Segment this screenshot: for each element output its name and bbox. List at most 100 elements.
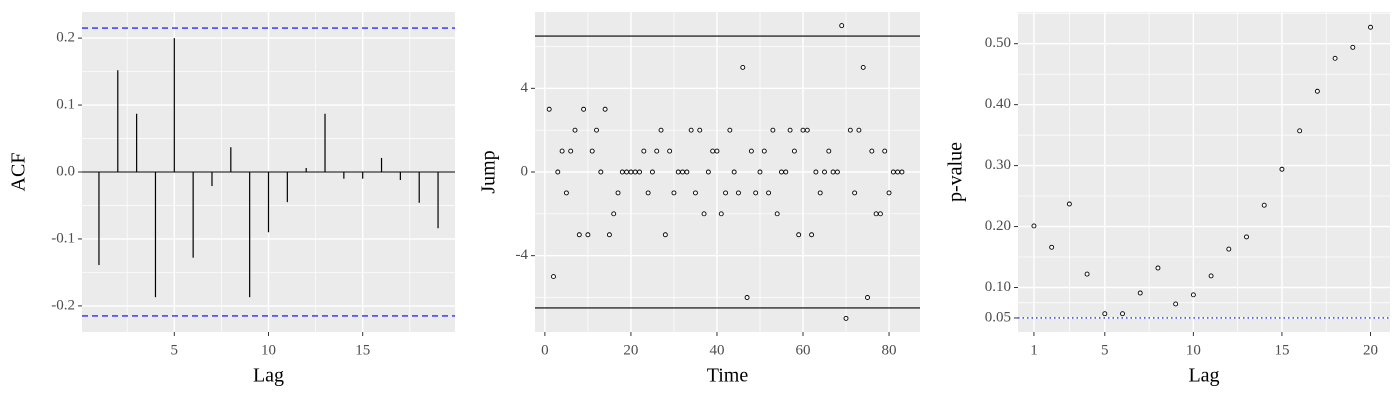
- point: [637, 169, 642, 175]
- point: [572, 127, 578, 133]
- x-tick-label: 20: [623, 342, 638, 358]
- point: [899, 169, 905, 175]
- point: [1049, 244, 1055, 250]
- point: [839, 23, 845, 29]
- point: [847, 127, 853, 133]
- y-tick-label: 0.20: [985, 218, 1011, 234]
- point: [1332, 55, 1338, 61]
- point: [675, 169, 681, 175]
- point: [667, 148, 673, 154]
- y-tick-label: 0.30: [985, 157, 1011, 173]
- x-tick-label: 10: [261, 342, 276, 358]
- x-tick-label: 15: [1274, 342, 1289, 358]
- y-tick-label: 0.0: [56, 163, 75, 179]
- point: [619, 169, 625, 175]
- point: [761, 148, 767, 154]
- point: [895, 169, 901, 175]
- point: [796, 232, 802, 238]
- point: [684, 169, 690, 175]
- point: [800, 127, 806, 133]
- point: [1031, 223, 1037, 229]
- y-tick-label: -4: [516, 247, 529, 263]
- point: [585, 232, 591, 238]
- point: [624, 169, 630, 175]
- x-tick-label: 20: [1363, 342, 1378, 358]
- point: [1350, 44, 1356, 50]
- point: [1173, 301, 1179, 307]
- point: [766, 190, 772, 196]
- point: [602, 106, 608, 112]
- point: [615, 190, 621, 196]
- point: [736, 190, 741, 196]
- point: [809, 232, 815, 238]
- point: [714, 148, 720, 154]
- point: [757, 169, 763, 175]
- point: [671, 190, 677, 196]
- point: [852, 190, 858, 196]
- point: [869, 148, 875, 154]
- y-axis-title: ACF: [8, 153, 30, 192]
- point: [697, 127, 703, 133]
- point: [693, 190, 698, 196]
- point: [688, 127, 694, 133]
- point: [705, 169, 711, 175]
- y-tick-label: -0.2: [51, 297, 75, 313]
- point: [1084, 271, 1090, 277]
- point: [1244, 234, 1249, 240]
- point: [744, 295, 750, 300]
- point: [740, 64, 746, 70]
- point: [563, 190, 569, 196]
- point: [654, 148, 660, 154]
- point: [1102, 311, 1108, 317]
- point: [568, 148, 574, 154]
- point: [645, 190, 651, 196]
- point: [770, 127, 776, 133]
- x-axis-title: Time: [707, 365, 749, 387]
- y-tick-label: 0.2: [56, 30, 75, 46]
- y-tick-label: 0: [521, 163, 529, 179]
- point: [843, 315, 849, 321]
- x-tick-label: 1: [1030, 342, 1038, 358]
- y-tick-label: 0.1: [56, 96, 75, 112]
- point: [804, 127, 810, 133]
- x-tick-label: 0: [541, 342, 549, 358]
- point: [860, 64, 866, 70]
- point: [555, 169, 561, 175]
- point: [611, 211, 617, 217]
- point: [632, 169, 638, 175]
- plot-panel: [1018, 12, 1390, 332]
- point: [606, 232, 612, 238]
- point: [1066, 201, 1072, 207]
- point: [1314, 88, 1320, 94]
- point: [1261, 202, 1267, 208]
- point: [783, 169, 789, 175]
- point: [817, 190, 823, 196]
- x-axis-title: Lag: [1188, 365, 1219, 387]
- point: [882, 148, 888, 154]
- point: [873, 211, 879, 217]
- y-tick-label: 0.10: [985, 279, 1011, 295]
- point: [581, 106, 587, 112]
- x-tick-label: 15: [355, 342, 370, 358]
- point: [680, 169, 685, 175]
- point: [589, 148, 595, 154]
- y-axis-title: Jump: [478, 150, 500, 193]
- point: [628, 169, 634, 175]
- y-tick-label: 0.40: [985, 96, 1011, 112]
- x-tick-label: 40: [709, 342, 724, 358]
- point: [559, 148, 565, 154]
- point: [787, 127, 793, 133]
- point: [813, 169, 819, 175]
- x-tick-label: 80: [882, 342, 897, 358]
- point: [641, 148, 647, 154]
- point: [753, 190, 759, 196]
- x-tick-label: 5: [171, 342, 179, 358]
- point: [791, 148, 797, 154]
- point: [890, 169, 896, 175]
- x-axis-title: Lag: [253, 365, 284, 387]
- point: [1120, 311, 1125, 317]
- point: [779, 169, 784, 175]
- point: [546, 106, 552, 112]
- point: [826, 148, 832, 154]
